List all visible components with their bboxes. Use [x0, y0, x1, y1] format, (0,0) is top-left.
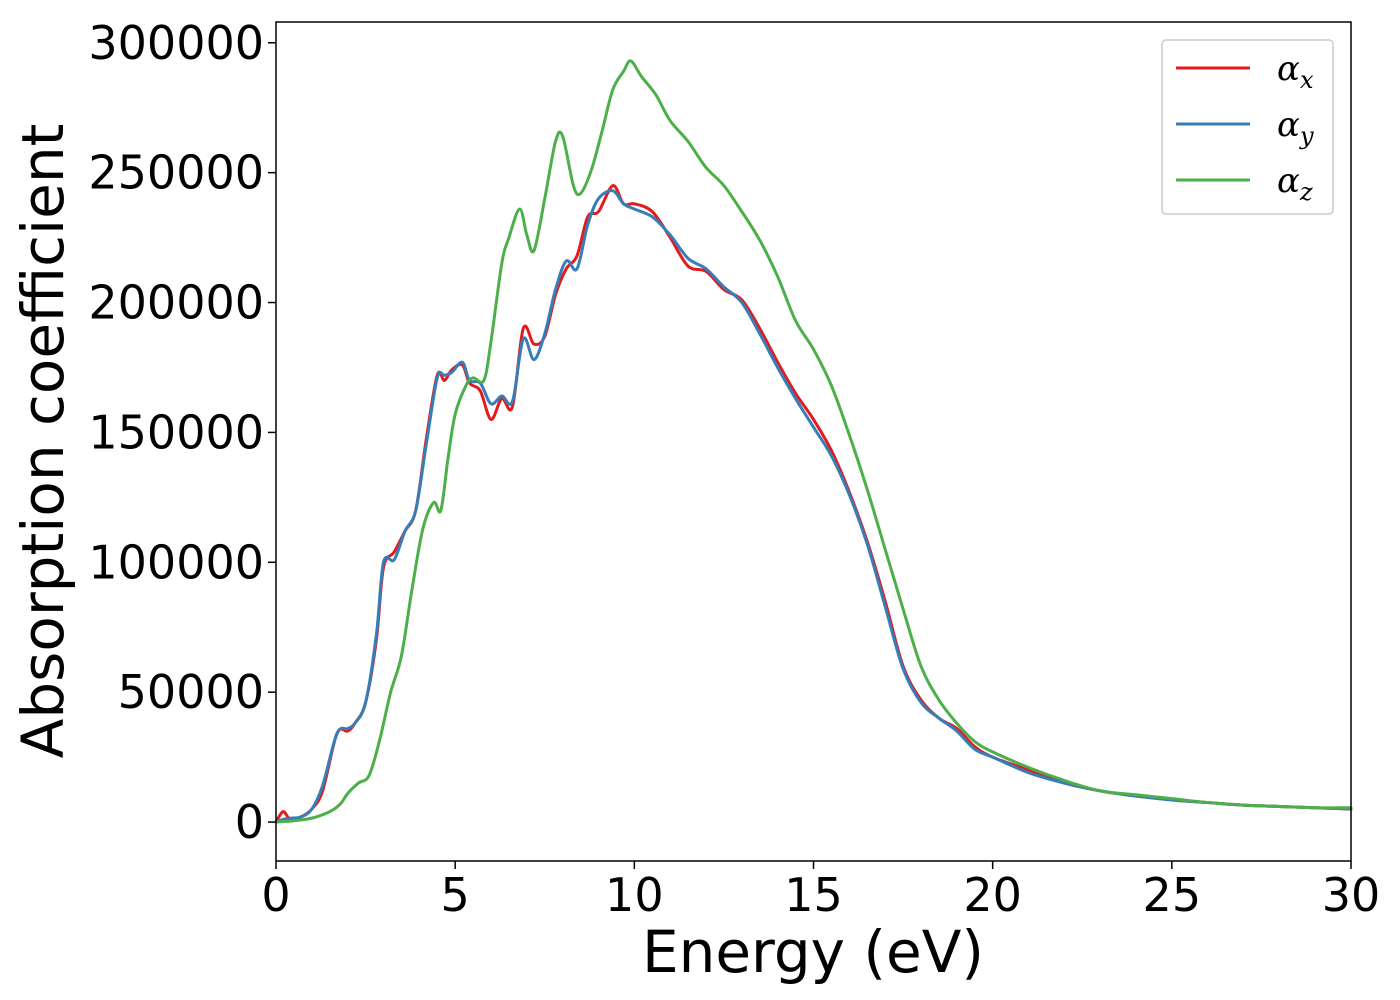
y-axis-label: Absorption coefficient	[9, 124, 77, 759]
legend-subscript: z	[1299, 178, 1313, 206]
y-tick-label: 100000	[88, 535, 264, 589]
x-tick-label: 0	[261, 868, 290, 922]
legend-subscript: y	[1299, 122, 1314, 150]
legend-label-x: αx	[1277, 49, 1314, 94]
x-tick-label: 15	[784, 868, 843, 922]
x-axis-label: Energy (eV)	[642, 918, 984, 986]
y-tick-label: 50000	[118, 665, 264, 719]
x-axis: 0 5 10 15 20 25 30	[261, 861, 1380, 922]
legend-symbol: α	[1277, 161, 1300, 201]
x-tick-label: 10	[605, 868, 664, 922]
legend-label-y: αy	[1277, 105, 1314, 150]
x-tick-label: 20	[963, 868, 1022, 922]
y-axis: 0 50000 100000 150000 200000 250000 300000	[88, 16, 276, 849]
y-tick-label: 250000	[88, 146, 264, 200]
x-tick-label: 25	[1143, 868, 1202, 922]
y-tick-label: 0	[235, 795, 264, 849]
legend-symbol: α	[1277, 105, 1300, 145]
legend-label-z: αz	[1277, 161, 1313, 206]
x-tick-label: 30	[1322, 868, 1381, 922]
series-line-z	[274, 59, 1353, 824]
legend-box	[1161, 39, 1334, 215]
y-tick-label: 300000	[88, 16, 264, 70]
x-tick-label: 5	[441, 868, 470, 922]
series-line-y	[274, 189, 1353, 824]
legend-subscript: x	[1300, 66, 1314, 94]
y-tick-label: 200000	[88, 276, 264, 330]
legend-symbol: α	[1277, 49, 1300, 89]
series-layer	[274, 59, 1353, 824]
y-tick-label: 150000	[88, 405, 264, 459]
